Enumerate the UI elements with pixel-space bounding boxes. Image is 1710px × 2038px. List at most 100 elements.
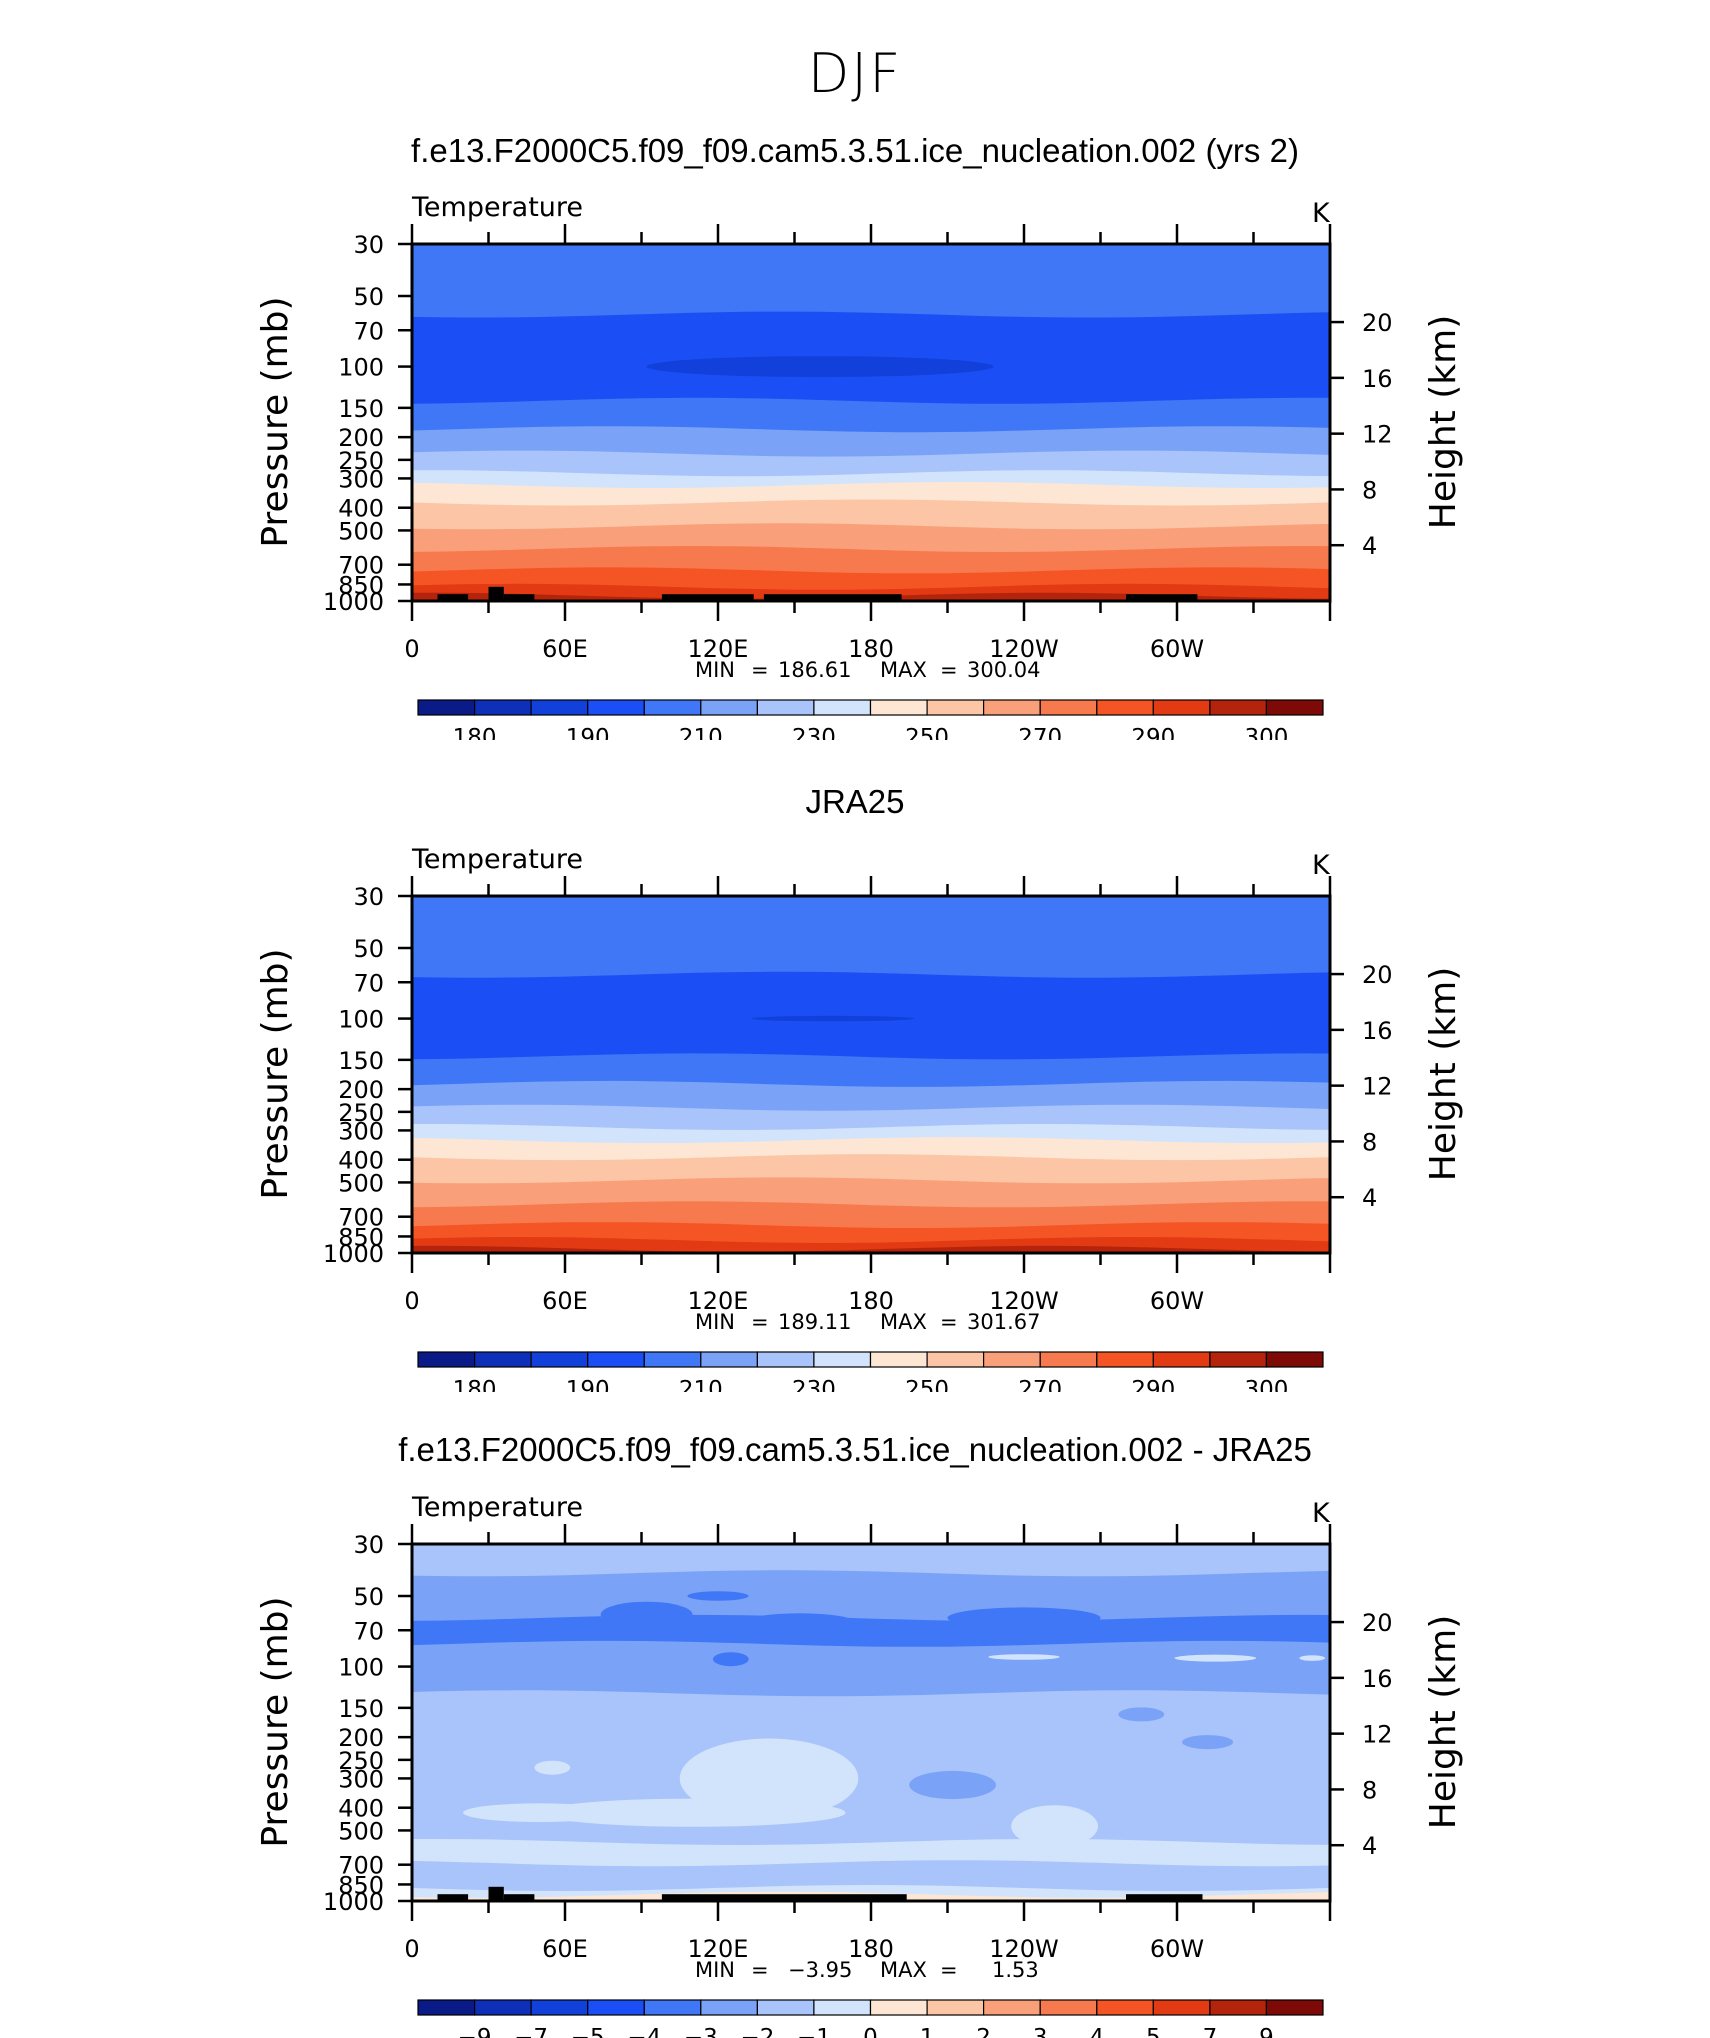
panel-2-y-tick-label-700: 700 <box>338 1204 384 1232</box>
panel-3-y2-tick-label-20: 20 <box>1362 1609 1393 1637</box>
panel-1-y2-tick-label-20: 20 <box>1362 309 1393 337</box>
panel-3-chart: Temperature K Pressure (mb) Height (km) … <box>255 1492 1464 2038</box>
panel-1-colorbar-box-15 <box>1265 699 1324 716</box>
panel-2-y2-tick-label-20: 20 <box>1362 961 1393 989</box>
panel-1-variable-label: Temperature <box>411 192 583 223</box>
panel-3-colorbar-label-14: 9 <box>1259 2025 1274 2038</box>
panel-3-max-value: 1.53 <box>992 1958 1039 1982</box>
panel-1-colorbar-label-3: 230 <box>792 725 836 740</box>
panel-1-colorbar-box-11 <box>1039 699 1098 716</box>
panel-3-x-tick-label-2: 120E <box>688 1935 749 1963</box>
panel-1-colorbar-box-9 <box>926 699 985 716</box>
panel-1-x-tick-label-5: 60W <box>1150 635 1204 663</box>
panel-1-max-eq: = <box>940 658 958 682</box>
panel-1-y-tick-label-400: 400 <box>338 495 384 523</box>
panel-3-colorbar-box-8 <box>869 1999 928 2016</box>
panel-1-colorbar-label-6: 290 <box>1131 725 1175 740</box>
panel-3-plot-area <box>412 1544 1330 1901</box>
panel-3-contour-region-5 <box>1182 1735 1234 1750</box>
panel-2-y-tick-label-400: 400 <box>338 1147 384 1175</box>
panel-2-max-eq: = <box>940 1310 958 1334</box>
panel-3-colorbar-box-14 <box>1209 1999 1268 2016</box>
panel-1-colorbar-label-1: 190 <box>566 725 610 740</box>
panel-2-y2-axis-label: Height (km) <box>1423 967 1464 1181</box>
panel-1-colorbar-box-4 <box>643 699 702 716</box>
panel-2-y-tick-label-30: 30 <box>353 883 384 911</box>
panel-1-colorbar-box-0 <box>417 699 476 716</box>
page-title: DJF <box>807 42 903 105</box>
panel-1-title: f.e13.F2000C5.f09_f09.cam5.3.51.ice_nucl… <box>411 132 1299 169</box>
panel-3-topography-1 <box>488 1886 504 1901</box>
panel-2-colorbar-box-9 <box>926 1351 985 1368</box>
panel-1-colorbar-box-3 <box>587 699 645 716</box>
panel-1-colorbar-box-8 <box>869 699 928 716</box>
panel-3-contour-region-6 <box>1118 1707 1165 1722</box>
panel-1-y-tick-label-250: 250 <box>338 447 384 475</box>
panel-1-colorbar-box-7 <box>813 699 872 716</box>
panel-3-contour-region-16 <box>534 1760 571 1775</box>
panel-2-colorbar-box-5 <box>700 1351 758 1368</box>
panel-3-colorbar-label-3: −4 <box>627 2025 661 2038</box>
panel-2-y-tick-label-1000: 1000 <box>323 1240 384 1268</box>
panel-3-y-tick-label-100: 100 <box>338 1654 384 1682</box>
panel-3-y-tick-label-1000: 1000 <box>323 1888 384 1916</box>
panel-2-colorbar-box-0 <box>417 1351 476 1368</box>
panel-2-y-axis-label: Pressure (mb) <box>255 948 296 1199</box>
panel-1-contour-region-0 <box>646 356 994 378</box>
panel-3-min-value: −3.95 <box>788 1958 852 1982</box>
panel-1-max-label: MAX <box>880 658 927 682</box>
panel-1-colorbar: 180 190 210 230 250 270 290 300 <box>417 699 1324 740</box>
panel-3-contour-region-3 <box>1011 1805 1098 1848</box>
panel-2-y2-tick-label-12: 12 <box>1362 1073 1393 1101</box>
panel-3-colorbar-label-12: 5 <box>1146 2025 1161 2038</box>
panel-1-y-tick-label-500: 500 <box>338 517 384 545</box>
panel-1-y-axis-label: Pressure (mb) <box>255 296 296 547</box>
panel-2-y2-tick-label-4: 4 <box>1362 1184 1377 1212</box>
panel-1-units-label: K <box>1312 198 1331 229</box>
panel-3-contour-region-13 <box>988 1654 1060 1660</box>
panel-1-y2-tick-label-16: 16 <box>1362 365 1393 393</box>
panel-2-colorbar-box-8 <box>869 1351 928 1368</box>
panel-2-y-tick-label-150: 150 <box>338 1047 384 1075</box>
panel-1-colorbar-box-13 <box>1152 699 1211 716</box>
panel-3-colorbar-box-6 <box>756 1999 815 2016</box>
panel-3-colorbar-box-5 <box>700 1999 758 2016</box>
panel-1-y2-tick-label-8: 8 <box>1362 476 1377 504</box>
panel-3-contour-region-11 <box>687 1591 749 1601</box>
panel-1-chart: Temperature K Pressure (mb) Height (km) … <box>255 192 1464 740</box>
panel-2-colorbar-label-0: 180 <box>453 1377 497 1392</box>
panel-2-colorbar-box-15 <box>1265 1351 1324 1368</box>
panel-3-colorbar-box-7 <box>813 1999 872 2016</box>
panel-2-y-tick-label-50: 50 <box>353 935 384 963</box>
panel-2-min-value: 189.11 <box>778 1310 851 1334</box>
panel-1-colorbar-box-14 <box>1209 699 1268 716</box>
panel-2-colorbar: 180 190 210 230 250 270 290 300 <box>417 1351 1324 1392</box>
panel-2-colorbar-label-1: 190 <box>566 1377 610 1392</box>
panel-2-y-tick-label-500: 500 <box>338 1169 384 1197</box>
panel-1-y-tick-label-100: 100 <box>338 354 384 382</box>
panel-1-y2-axis-label: Height (km) <box>1423 315 1464 529</box>
panel-3-contour-region-4 <box>909 1770 996 1800</box>
panel-2-colorbar-box-11 <box>1039 1351 1098 1368</box>
panel-1-y-tick-label-850: 850 <box>338 571 384 599</box>
panel-3-x-tick-label-0: 0 <box>404 1935 419 1963</box>
panel-1-y-tick-label-30: 30 <box>353 231 384 259</box>
panel-1-topography-5 <box>1126 594 1198 601</box>
panel-3-y-tick-label-400: 400 <box>338 1795 384 1823</box>
panel-3-y2-tick-label-16: 16 <box>1362 1665 1393 1693</box>
panel-1-colorbar-box-1 <box>474 699 532 716</box>
panel-3-x-tick-label-5: 60W <box>1150 1935 1204 1963</box>
panel-1-colorbar-label-2: 210 <box>679 725 723 740</box>
panel-1-y-tick-label-50: 50 <box>353 283 384 311</box>
panel-2-colorbar-label-6: 290 <box>1131 1377 1175 1392</box>
panel-1-min-label: MIN <box>695 658 735 682</box>
panel-3-colorbar: −9 −7 −5 −4 −3 −2 −1 0 1 2 3 4 5 7 9 <box>417 1999 1324 2038</box>
panel-3-colorbar-label-2: −5 <box>571 2025 605 2038</box>
panel-2-y-tick-label-250: 250 <box>338 1099 384 1127</box>
panel-1-y2-tick-label-12: 12 <box>1362 421 1393 449</box>
panel-1-y-tick-label-150: 150 <box>338 395 384 423</box>
panel-3-x-tick-label-1: 60E <box>542 1935 588 1963</box>
panel-2-colorbar-label-3: 230 <box>792 1377 836 1392</box>
panel-1-colorbar-box-5 <box>700 699 758 716</box>
